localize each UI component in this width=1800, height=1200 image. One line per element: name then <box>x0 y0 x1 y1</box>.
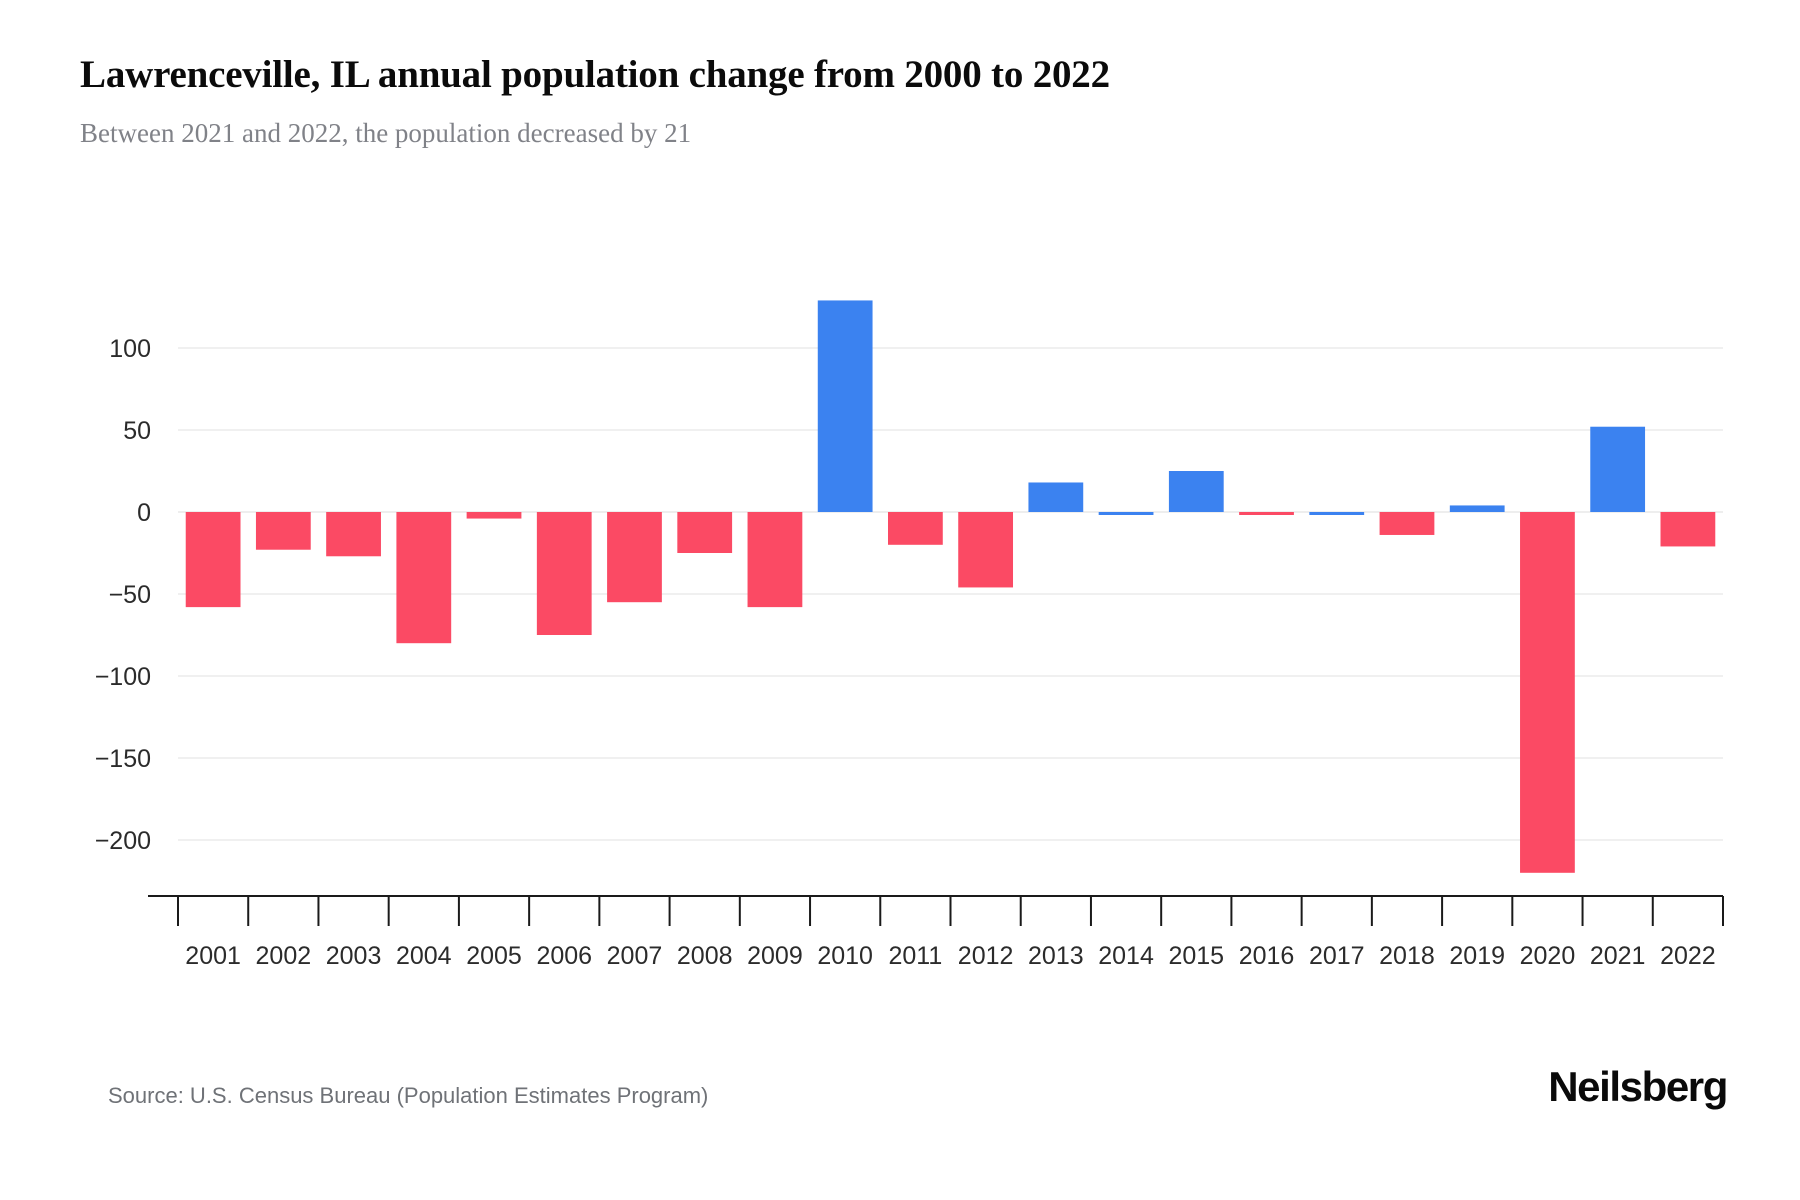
y-axis-tick-label: −150 <box>95 745 151 773</box>
y-axis-tick-label: 0 <box>137 499 151 527</box>
x-axis-tick-label: 2004 <box>396 942 452 970</box>
y-axis-tick-label: 50 <box>123 417 151 445</box>
bar-2013[interactable] <box>1028 482 1084 512</box>
bar-2009[interactable] <box>747 512 803 608</box>
x-axis-tick-label: 2016 <box>1239 942 1295 970</box>
bar-2001[interactable] <box>185 512 241 608</box>
x-axis-tick-label: 2008 <box>677 942 733 970</box>
y-axis-tick-label: −50 <box>109 581 151 609</box>
x-axis-group: 2001 2002 2003 2004 2005 2006 2007 2008 2009 2010… <box>148 895 1724 970</box>
x-axis-tick-label: 2020 <box>1520 942 1576 970</box>
x-axis-tick-label: 2014 <box>1098 942 1154 970</box>
source-note: Source: U.S. Census Bureau (Population E… <box>108 1083 709 1108</box>
bar-2018[interactable] <box>1379 512 1435 535</box>
bar-2010[interactable] <box>817 300 873 512</box>
page-title: Lawrenceville, IL annual population chan… <box>80 53 1110 96</box>
bar-2022[interactable] <box>1660 512 1716 547</box>
x-axis-tick-label: 2002 <box>256 942 312 970</box>
chart-subtitle: Between 2021 and 2022, the population de… <box>80 117 692 148</box>
chart-header: Lawrenceville, IL annual population chan… <box>80 52 1730 149</box>
x-axis-tick-label: 2003 <box>326 942 382 970</box>
x-axis-tick-label: 2006 <box>536 942 592 970</box>
x-axis-tick-label: 2015 <box>1168 942 1224 970</box>
bar-2020[interactable] <box>1520 512 1575 873</box>
y-axis-tick-label: 100 <box>109 335 151 363</box>
bar-2004[interactable] <box>396 512 452 644</box>
brand-logo: Neilsberg <box>1548 1063 1728 1110</box>
bar-2006[interactable] <box>536 512 592 635</box>
y-axis-tick-label: −100 <box>95 663 151 691</box>
x-axis-tick-label: 2013 <box>1028 942 1084 970</box>
x-axis-tick-label: 2010 <box>817 942 873 970</box>
x-axis-tick-label: 2012 <box>958 942 1014 970</box>
bar-2017[interactable] <box>1309 512 1365 515</box>
bar-2008[interactable] <box>677 512 733 553</box>
bar-2014[interactable] <box>1098 512 1154 515</box>
y-axis-tick-label: −200 <box>95 827 151 855</box>
bar-2019[interactable] <box>1449 505 1505 512</box>
bar-2007[interactable] <box>607 512 662 603</box>
bar-2005[interactable] <box>466 512 522 519</box>
bar-2016[interactable] <box>1239 512 1294 515</box>
gridlines-group <box>178 347 1723 841</box>
x-axis-tick-label: 2017 <box>1309 942 1365 970</box>
y-axis-labels-group: 100 50 0 −50 −100 −150 −200 <box>95 335 151 855</box>
bars-group <box>185 300 1716 873</box>
bar-2021[interactable] <box>1590 426 1646 512</box>
x-axis-tick-label: 2019 <box>1449 942 1505 970</box>
x-axis-tick-label: 2021 <box>1590 942 1646 970</box>
x-axis-tick-label: 2009 <box>747 942 803 970</box>
x-axis-tick-label: 2018 <box>1379 942 1435 970</box>
x-axis-tick-label: 2022 <box>1660 942 1716 970</box>
bar-2003[interactable] <box>326 512 381 557</box>
bar-2011[interactable] <box>888 512 943 545</box>
bar-2012[interactable] <box>958 512 1014 588</box>
x-axis-tick-label: 2001 <box>185 942 241 970</box>
x-axis-tick-label: 2005 <box>466 942 522 970</box>
bar-2015[interactable] <box>1168 471 1224 512</box>
x-axis-tick-label: 2007 <box>607 942 663 970</box>
x-axis-tick-label: 2011 <box>889 942 943 970</box>
bar-2002[interactable] <box>255 512 311 550</box>
